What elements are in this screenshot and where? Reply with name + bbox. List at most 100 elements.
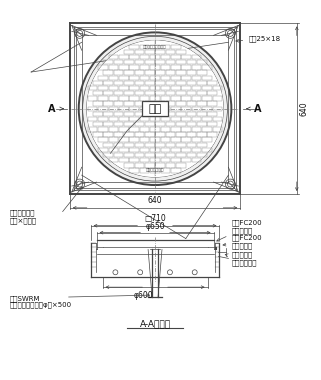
Bar — [160, 158, 170, 162]
Text: 長穴25×18: 長穴25×18 — [236, 35, 280, 42]
Bar — [88, 106, 97, 111]
Bar — [166, 70, 176, 75]
Bar — [114, 132, 123, 137]
Bar — [150, 148, 160, 152]
Bar — [197, 60, 207, 65]
Bar — [119, 86, 129, 90]
Bar — [171, 158, 181, 162]
Bar — [140, 86, 150, 90]
Text: 640: 640 — [300, 101, 309, 116]
Bar — [197, 81, 207, 85]
Bar — [202, 117, 212, 121]
Bar — [150, 96, 160, 101]
Bar — [207, 122, 217, 127]
Text: カネソイ－ア８０１: カネソイ－ア８０１ — [143, 45, 167, 49]
Bar — [145, 50, 155, 54]
Bar — [134, 60, 144, 65]
Text: □710: □710 — [144, 214, 166, 223]
Bar — [119, 117, 129, 121]
Bar — [176, 142, 186, 147]
Bar — [181, 86, 191, 90]
Bar — [160, 86, 170, 90]
Bar — [108, 148, 118, 152]
Bar — [129, 45, 139, 49]
Bar — [202, 86, 212, 90]
Bar — [207, 81, 217, 85]
Bar — [171, 148, 181, 152]
Bar — [160, 117, 170, 121]
Bar — [202, 65, 212, 70]
Bar — [88, 127, 97, 131]
Bar — [150, 127, 160, 131]
Bar — [160, 148, 170, 152]
Bar — [181, 138, 191, 142]
Bar — [155, 70, 165, 75]
Bar — [108, 65, 118, 70]
Bar — [124, 122, 134, 127]
Bar — [213, 117, 222, 121]
Bar — [103, 132, 113, 137]
Text: パッキン：
クロロプレン: パッキン： クロロプレン — [225, 252, 257, 266]
Text: 溶融亜鉛めっき，φ６×500: 溶融亜鉛めっき，φ６×500 — [9, 301, 72, 308]
Bar — [108, 106, 118, 111]
Bar — [129, 86, 139, 90]
Bar — [155, 132, 165, 137]
Bar — [187, 70, 196, 75]
Bar — [119, 106, 129, 111]
Bar — [145, 163, 155, 168]
Bar — [197, 132, 207, 137]
Bar — [129, 106, 139, 111]
Bar — [166, 81, 176, 85]
Circle shape — [87, 40, 223, 177]
Bar — [129, 65, 139, 70]
Bar — [140, 76, 150, 80]
Bar — [176, 101, 186, 106]
Bar — [129, 138, 139, 142]
Bar — [171, 117, 181, 121]
Bar — [103, 153, 113, 157]
Bar — [145, 112, 155, 116]
Bar — [207, 112, 217, 116]
Bar — [98, 106, 108, 111]
Bar — [145, 153, 155, 157]
Bar — [103, 91, 113, 95]
Bar — [150, 168, 160, 173]
Bar — [103, 60, 113, 65]
Bar — [181, 158, 191, 162]
Bar — [192, 127, 202, 131]
Bar — [176, 81, 186, 85]
Bar — [145, 122, 155, 127]
Text: φ600: φ600 — [133, 291, 153, 300]
Bar — [119, 127, 129, 131]
Bar — [145, 60, 155, 65]
Bar — [160, 106, 170, 111]
Bar — [181, 76, 191, 80]
Bar — [171, 86, 181, 90]
Bar — [181, 106, 191, 111]
Bar — [88, 86, 97, 90]
Bar — [88, 117, 97, 121]
Bar — [114, 153, 123, 157]
Bar — [166, 153, 176, 157]
Text: 枠：FC200
樹脂系塗装: 枠：FC200 樹脂系塗装 — [223, 234, 262, 249]
Bar — [213, 96, 222, 101]
Bar — [171, 55, 181, 59]
Bar — [176, 70, 186, 75]
Bar — [103, 112, 113, 116]
Bar — [213, 106, 222, 111]
Bar — [124, 142, 134, 147]
Bar — [103, 81, 113, 85]
Bar — [192, 96, 202, 101]
Bar — [181, 65, 191, 70]
Bar — [187, 142, 196, 147]
Bar — [166, 101, 176, 106]
Bar — [103, 70, 113, 75]
Bar — [176, 91, 186, 95]
Bar — [176, 122, 186, 127]
Bar — [181, 127, 191, 131]
Bar — [98, 148, 108, 152]
Bar — [108, 86, 118, 90]
Bar — [119, 138, 129, 142]
Bar — [160, 55, 170, 59]
Bar — [93, 91, 103, 95]
